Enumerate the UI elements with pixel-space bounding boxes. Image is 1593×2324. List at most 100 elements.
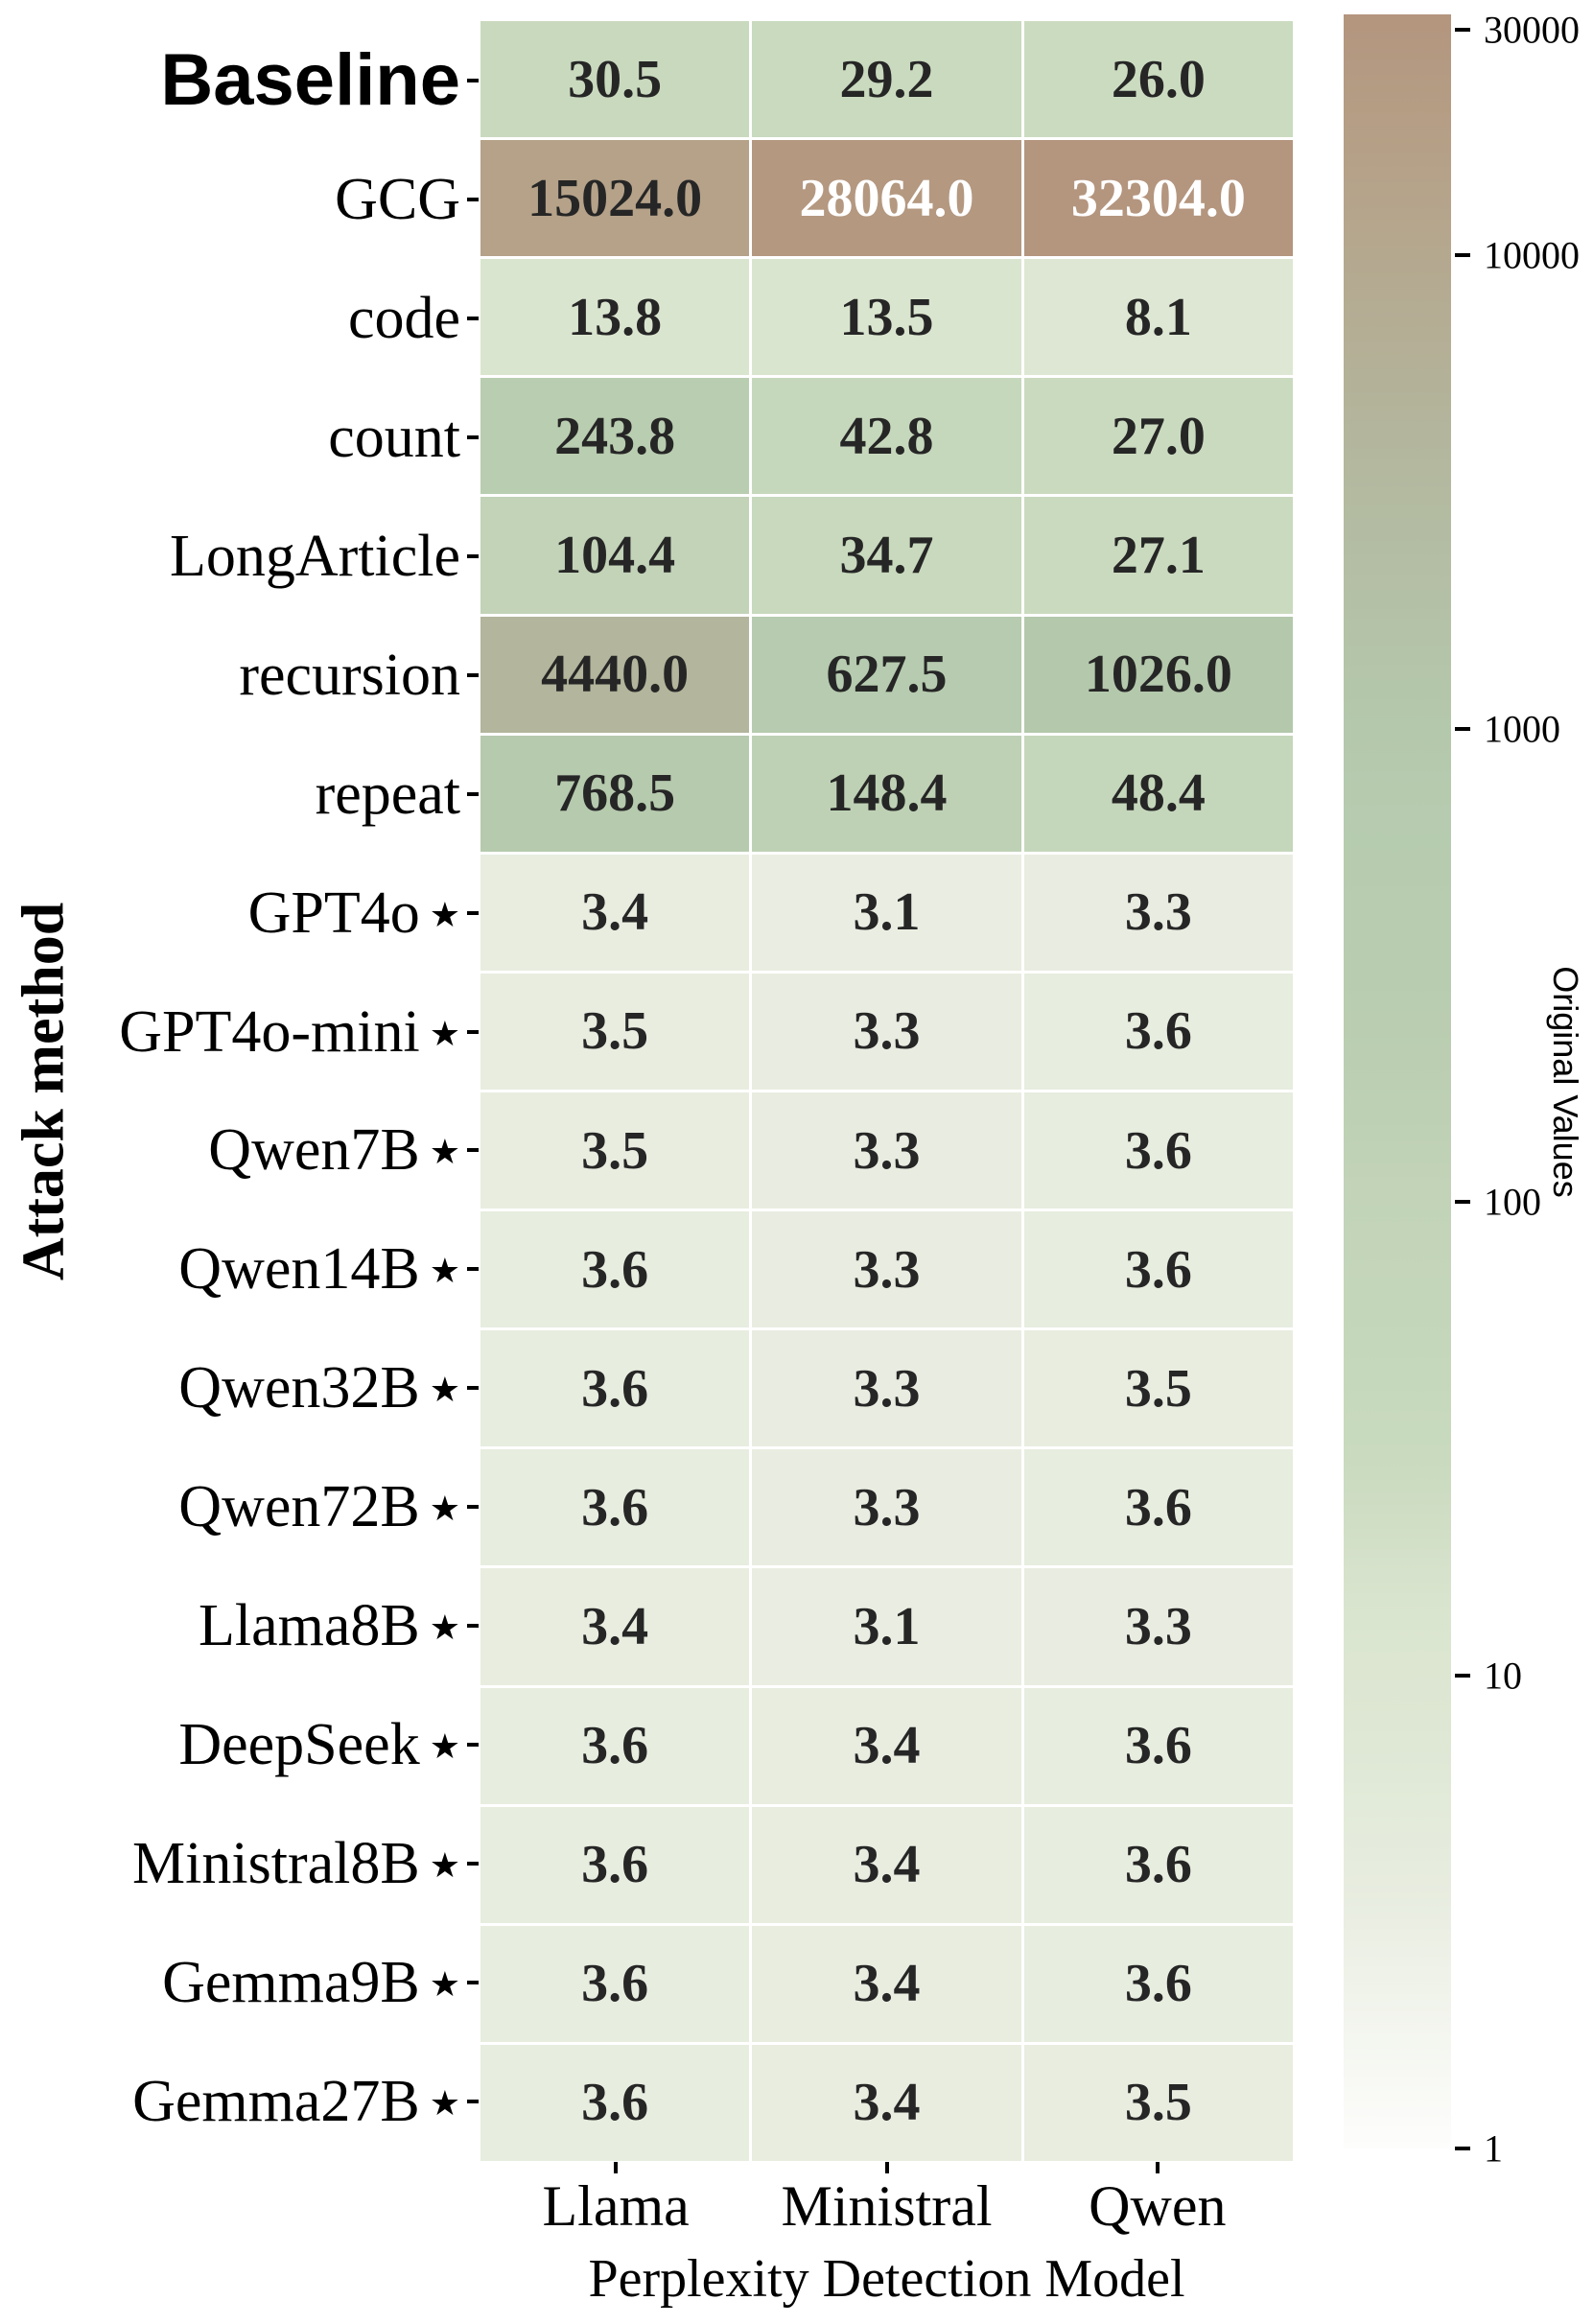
heatmap-cell: 28064.0	[752, 140, 1021, 257]
heatmap-cell: 3.4	[752, 1925, 1021, 2042]
heatmap-cell: 3.1	[752, 1568, 1021, 1685]
heatmap-cell: 13.8	[480, 259, 750, 376]
colorbar-tick-label: 30000	[1484, 8, 1580, 52]
heatmap-cell: 104.4	[480, 497, 750, 614]
y-axis-tick	[467, 434, 479, 439]
heatmap-cell: 30.5	[480, 21, 750, 138]
y-axis-tick	[467, 1029, 479, 1034]
star-icon: ★	[429, 1608, 460, 1648]
heatmap-cell: 3.4	[752, 1687, 1021, 1804]
star-icon: ★	[429, 1727, 460, 1767]
y-axis-tick	[467, 2100, 479, 2104]
heatmap-cell: 3.6	[1023, 973, 1293, 1090]
y-axis-tick	[467, 1624, 479, 1629]
x-tick-label: Qwen	[1089, 2174, 1227, 2238]
colorbar-tick-label: 1	[1484, 2126, 1503, 2171]
x-axis-tick	[884, 2162, 889, 2173]
star-icon: ★	[429, 1133, 460, 1172]
heatmap-cell: 3.3	[752, 973, 1021, 1090]
heatmap-cell: 3.4	[480, 854, 750, 971]
heatmap-cell: 3.3	[752, 1211, 1021, 1328]
colorbar-label: Original Values	[1546, 965, 1585, 1198]
colorbar-tick	[1455, 726, 1470, 731]
x-axis-tick	[1155, 2162, 1160, 2173]
y-tick-label: repeat	[315, 761, 460, 827]
colorbar-tick-label: 100	[1484, 1180, 1541, 1224]
heatmap-cell: 27.0	[1023, 378, 1293, 495]
colorbar-tick-label: 10000	[1484, 233, 1580, 277]
y-tick-label: Qwen14B ★	[178, 1236, 460, 1303]
y-tick-label: Gemma9B ★	[162, 1950, 460, 2016]
x-tick-label: Ministral	[781, 2174, 993, 2238]
y-axis-tick	[467, 78, 479, 82]
star-icon: ★	[429, 2084, 460, 2124]
heatmap-cell: 32304.0	[1023, 140, 1293, 257]
y-axis-tick	[467, 197, 479, 201]
heatmap-cell: 13.5	[752, 259, 1021, 376]
heatmap-cell: 3.6	[1023, 1211, 1293, 1328]
y-axis-tick	[467, 553, 479, 558]
colorbar-tick-label: 1000	[1484, 707, 1560, 751]
heatmap-cell: 3.4	[752, 1806, 1021, 1923]
x-axis-tick	[614, 2162, 619, 2173]
y-tick-label: Ministral8B ★	[132, 1831, 460, 1897]
heatmap-cell: 3.4	[480, 1568, 750, 1685]
y-tick-label: Qwen32B ★	[178, 1355, 460, 1421]
heatmap-cell: 3.6	[480, 1925, 750, 2042]
y-tick-label: GPT4o ★	[247, 880, 460, 946]
y-axis-tick	[467, 1862, 479, 1866]
y-tick-label: count	[328, 404, 460, 470]
heatmap-cell: 3.5	[480, 973, 750, 1090]
heatmap-cell: 3.5	[1023, 2044, 1293, 2161]
y-tick-label: Qwen7B ★	[208, 1117, 460, 1184]
heatmap-cell: 3.6	[1023, 1925, 1293, 2042]
heatmap-cell: 3.6	[480, 2044, 750, 2161]
heatmap-cell: 27.1	[1023, 497, 1293, 614]
star-icon: ★	[429, 1371, 460, 1410]
heatmap-cell: 3.6	[1023, 1806, 1293, 1923]
y-axis-tick	[467, 1148, 479, 1153]
colorbar-tick	[1455, 1673, 1470, 1678]
heatmap-cell: 15024.0	[480, 140, 750, 257]
y-axis-tick	[467, 1267, 479, 1272]
heatmap-cell: 3.3	[752, 1330, 1021, 1447]
y-tick-label: GPT4o-mini ★	[119, 998, 460, 1065]
heatmap-cell: 42.8	[752, 378, 1021, 495]
star-icon: ★	[429, 895, 460, 934]
y-axis-tick	[467, 672, 479, 677]
heatmap-cell: 3.3	[1023, 854, 1293, 971]
y-tick-label: Llama8B ★	[199, 1593, 460, 1659]
colorbar-gradient	[1344, 14, 1451, 2148]
colorbar-tick	[1455, 253, 1470, 258]
y-tick-label: DeepSeek ★	[178, 1712, 460, 1778]
y-tick-label: Gemma27B ★	[132, 2069, 460, 2135]
y-tick-label: GCG	[335, 166, 460, 232]
colorbar-tick	[1455, 27, 1470, 32]
y-axis-tick	[467, 791, 479, 796]
x-tick-label: Llama	[542, 2174, 690, 2238]
y-tick-label: LongArticle	[169, 523, 460, 589]
y-axis-title: Attack method	[11, 902, 77, 1280]
heatmap-cell: 627.5	[752, 616, 1021, 733]
heatmap-cell: 148.4	[752, 735, 1021, 852]
y-tick-label: Qwen72B ★	[178, 1474, 460, 1540]
heatmap-cell: 3.4	[752, 2044, 1021, 2161]
y-axis-tick	[467, 1743, 479, 1748]
heatmap-cell: 3.6	[480, 1687, 750, 1804]
heatmap-cell: 3.6	[480, 1449, 750, 1566]
heatmap-cell: 3.6	[1023, 1687, 1293, 1804]
x-axis-title: Perplexity Detection Model	[588, 2249, 1185, 2309]
y-axis-tick	[467, 910, 479, 915]
heatmap-cell: 34.7	[752, 497, 1021, 614]
heatmap-cell: 3.6	[1023, 1449, 1293, 1566]
heatmap-cell: 8.1	[1023, 259, 1293, 376]
heatmap-cell: 3.6	[1023, 1092, 1293, 1209]
y-tick-label: recursion	[239, 642, 460, 708]
heatmap-cell: 3.5	[1023, 1330, 1293, 1447]
heatmap-cell: 4440.0	[480, 616, 750, 733]
heatmap-cell: 3.6	[480, 1330, 750, 1447]
heatmap-cell: 3.1	[752, 854, 1021, 971]
y-axis-tick	[467, 1386, 479, 1391]
heatmap-cell: 3.3	[1023, 1568, 1293, 1685]
